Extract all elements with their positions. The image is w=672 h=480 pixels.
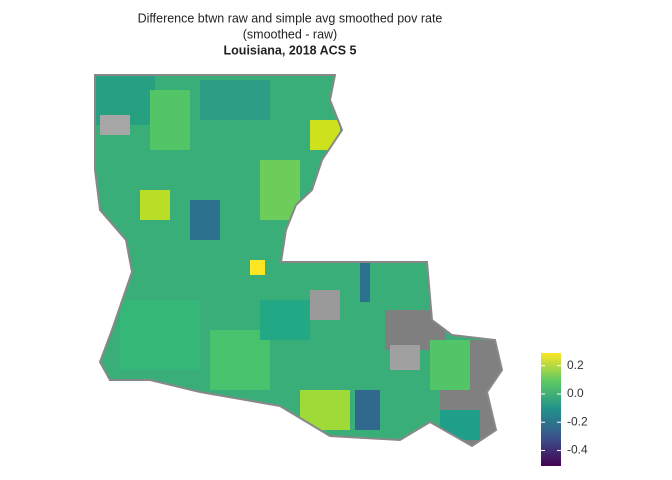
colorbar-tick-label: -0.4	[567, 443, 588, 457]
colorbar-tick-label: 0.2	[567, 358, 584, 372]
state-outline	[94, 74, 504, 448]
subtitle: Louisiana, 2018 ACS 5	[224, 43, 357, 57]
colorbar-tick-label: -0.2	[567, 414, 588, 428]
colorbar-tick-label: 0.0	[567, 386, 584, 400]
state-map	[95, 75, 502, 446]
title-line: (smoothed - raw)	[243, 27, 337, 41]
colorbar	[541, 353, 561, 466]
title-line: Difference btwn raw and simple avg smoot…	[138, 11, 443, 25]
